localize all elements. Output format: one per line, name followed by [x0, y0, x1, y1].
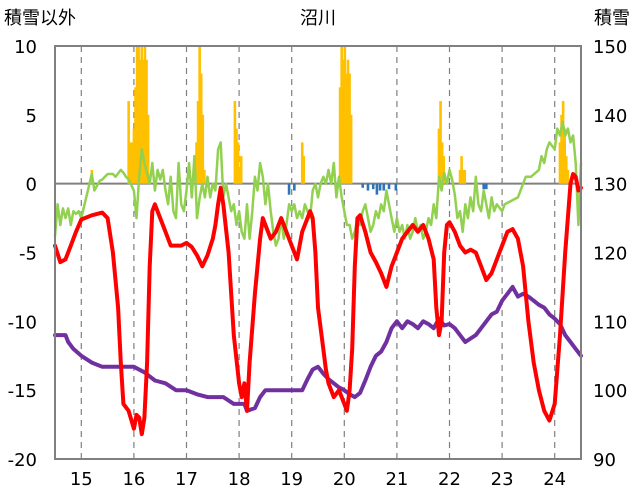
yellow-bar: [564, 156, 568, 184]
blue-bar: [394, 183, 398, 191]
left-y-tick-label: 10: [14, 37, 37, 58]
blue-bar: [293, 183, 296, 191]
x-tick-label: 21: [385, 469, 408, 490]
yellow-bar: [201, 114, 205, 184]
right-y-tick-label: 100: [593, 381, 627, 402]
blue-bar: [366, 183, 370, 191]
right-y-tick-label: 90: [593, 450, 616, 471]
right-axis-title: 積雪: [594, 8, 630, 29]
blue-bar: [378, 183, 382, 191]
yellow-bar: [239, 156, 243, 184]
yellow-bar: [196, 101, 200, 184]
yellow-bar: [138, 59, 142, 184]
chart-title: 沼川: [300, 8, 336, 29]
yellow-bar: [558, 142, 562, 184]
blue-bar: [387, 183, 391, 190]
yellow-bar: [142, 59, 145, 184]
x-tick-label: 17: [175, 469, 198, 490]
right-y-tick-label: 140: [593, 106, 627, 127]
yellow-bar: [461, 169, 465, 184]
yellow-bar: [460, 156, 463, 184]
yellow-bar: [146, 114, 150, 184]
yellow-bar: [135, 46, 139, 184]
line-series: [53, 120, 583, 437]
yellow-bar: [198, 46, 201, 184]
blue-bar: [382, 183, 386, 191]
left-y-tick-label: 0: [26, 175, 37, 196]
x-tick-label: 22: [438, 469, 461, 490]
yellow-bar: [302, 156, 306, 184]
left-y-tick-label: -20: [8, 450, 37, 471]
yellow-bar: [300, 142, 304, 184]
tick-labels: 15 16 17 18 19 20 21 22 23 24 10 5 0 -5 -10 -15 -20 150 14…: [8, 37, 628, 490]
yellow-bar: [130, 142, 134, 184]
yellow-bar: [203, 169, 206, 184]
x-tick-label: 23: [491, 469, 514, 490]
blue-bar: [485, 183, 488, 190]
blue-bar: [375, 183, 379, 195]
yellow-bar: [143, 46, 147, 184]
x-tick-label: 16: [122, 469, 145, 490]
yellow-bar: [235, 128, 238, 184]
yellow-bar: [137, 46, 140, 184]
yellow-bar: [236, 142, 240, 184]
x-tick-label: 18: [228, 469, 251, 490]
yellow-bar: [127, 101, 130, 184]
bar-series: [90, 46, 570, 195]
left-y-tick-label: -15: [8, 381, 37, 402]
yellow-bar: [128, 142, 132, 184]
yellow-bar: [345, 73, 348, 184]
yellow-bar: [439, 101, 442, 184]
yellow-bar: [566, 169, 570, 184]
blue-bar: [287, 183, 291, 195]
yellow-bar: [440, 142, 444, 184]
yellow-bar: [238, 169, 241, 184]
right-y-tick-label: 150: [593, 37, 627, 58]
blue-bar: [371, 183, 375, 190]
right-y-tick-label: 120: [593, 244, 627, 265]
left-y-tick-label: -5: [19, 244, 37, 265]
yellow-bar: [199, 73, 203, 184]
yellow-bar: [343, 46, 347, 184]
yellow-bar: [560, 114, 563, 184]
right-y-tick-label: 130: [593, 175, 627, 196]
right-y-tick-label: 110: [593, 312, 627, 333]
blue-bar: [361, 183, 365, 188]
yellow-bar: [463, 169, 467, 184]
yellow-bar: [348, 73, 351, 184]
yellow-bar: [140, 46, 144, 184]
yellow-bar: [442, 156, 446, 184]
x-tick-label: 15: [70, 469, 93, 490]
purple-line: [53, 284, 583, 413]
yellow-bar: [341, 59, 345, 184]
x-tick-label: 19: [280, 469, 303, 490]
green-line: [53, 120, 583, 247]
yellow-bar: [233, 101, 237, 184]
red-line: [53, 172, 583, 437]
yellow-bar: [340, 46, 343, 184]
yellow-bar: [458, 169, 462, 184]
yellow-bar: [132, 128, 136, 184]
x-tick-label: 20: [333, 469, 356, 490]
plot-area-frame: [54, 45, 582, 460]
yellow-bar: [145, 59, 148, 184]
left-axis-title: 積雪以外: [4, 8, 76, 29]
yellow-bar: [346, 59, 350, 184]
left-y-tick-label: 5: [26, 106, 37, 127]
yellow-bar: [561, 101, 565, 184]
yellow-bar: [349, 114, 353, 184]
blue-bar: [482, 183, 485, 190]
yellow-bar: [563, 128, 566, 184]
yellow-bar: [134, 87, 137, 184]
yellow-bar: [437, 128, 441, 184]
yellow-bar: [195, 142, 198, 184]
x-tick-label: 24: [543, 469, 566, 490]
left-y-tick-label: -10: [8, 312, 37, 333]
yellow-bar: [338, 87, 342, 184]
